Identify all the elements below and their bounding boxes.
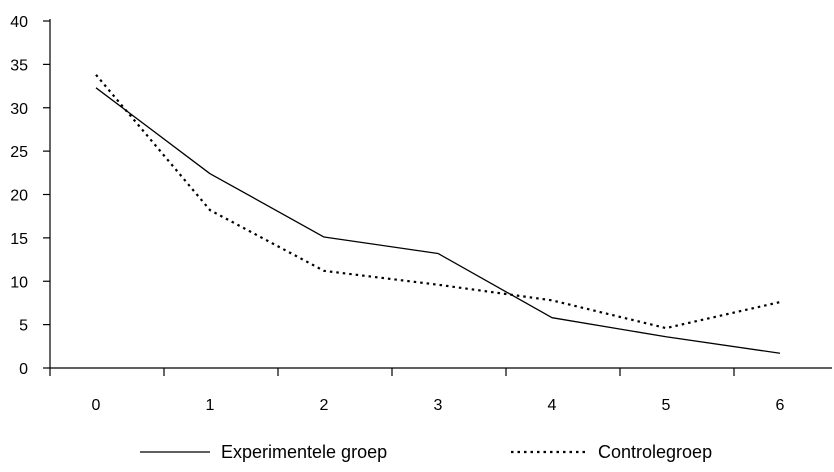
legend-item-experimentele-groep: Experimentele groep <box>140 442 387 462</box>
x-tick-label: 1 <box>206 397 215 414</box>
y-tick-label: 40 <box>10 14 28 31</box>
series-line-controlegroep <box>96 75 780 328</box>
y-tick-label: 5 <box>19 318 28 335</box>
legend-label: Controlegroep <box>598 442 712 462</box>
y-tick-label: 20 <box>10 188 28 205</box>
x-tick-label: 4 <box>548 397 557 414</box>
x-tick-label: 5 <box>662 397 671 414</box>
x-tick-label: 2 <box>320 397 329 414</box>
x-tick-label: 3 <box>434 397 443 414</box>
legend: Experimentele groep Controlegroep <box>140 442 712 462</box>
series-lines <box>96 75 780 353</box>
y-tick-label: 30 <box>10 101 28 118</box>
y-tick-label: 10 <box>10 274 28 291</box>
axes <box>43 19 832 376</box>
tick-labels: 0 5 10 15 20 25 30 35 40 0 1 2 3 4 5 6 <box>10 14 784 414</box>
y-tick-label: 35 <box>10 57 28 74</box>
y-tick-label: 0 <box>19 361 28 378</box>
x-tick-label: 6 <box>776 397 785 414</box>
x-tick-label: 0 <box>92 397 101 414</box>
series-line-experimentele-groep <box>96 88 780 353</box>
legend-item-controlegroep: Controlegroep <box>511 442 712 462</box>
y-tick-label: 15 <box>10 231 28 248</box>
legend-label: Experimentele groep <box>221 442 387 462</box>
y-tick-label: 25 <box>10 144 28 161</box>
